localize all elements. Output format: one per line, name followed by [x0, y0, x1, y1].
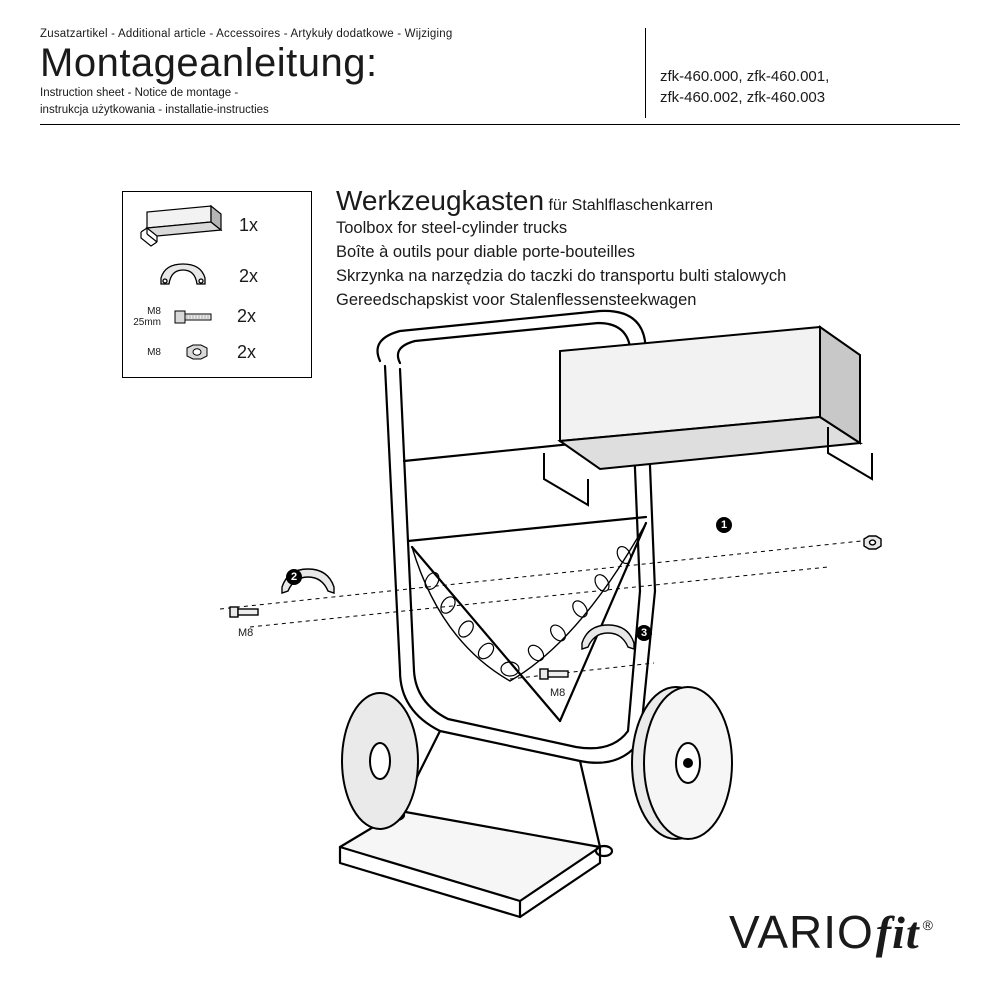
instruction-sheet: Zusatzartikel - Additional article - Acc… — [0, 0, 1000, 1000]
assembly-diagram: 1 2 3 M8 M8 — [40, 291, 960, 965]
header-supertitle: Zusatzartikel - Additional article - Acc… — [40, 28, 623, 40]
callout-1: 1 — [716, 517, 732, 533]
part-qty-1: 1x — [239, 215, 258, 236]
product-suffix: für Stahlflaschenkarren — [548, 197, 713, 214]
header-title: Montageanleitung: — [40, 42, 623, 84]
brand-part1: VARIO — [729, 905, 874, 959]
m8-label-right: M8 — [550, 687, 565, 699]
part-qty-2: 2x — [239, 266, 258, 287]
part-row-clamp: 2x — [133, 262, 301, 292]
toolbox-icon — [133, 204, 233, 248]
clamp-icon — [133, 262, 233, 292]
part-row-toolbox: 1x — [133, 204, 301, 248]
brand-logo: VARIOfit® — [729, 905, 934, 959]
code-line-2: zfk-460.002, zfk-460.003 — [660, 88, 960, 108]
bolt-label: M8 25mm — [133, 306, 161, 328]
product-line-en: Toolbox for steel-cylinder trucks — [336, 217, 940, 241]
code-line-1: zfk-460.000, zfk-460.001, — [660, 67, 960, 87]
m8-label-left: M8 — [238, 627, 253, 639]
part-qty-3: 2x — [237, 306, 256, 327]
body: Werkzeugkasten für Stahlflaschenkarren T… — [40, 135, 960, 965]
header-subtitle-2: instrukcja użytkowania - installatie-ins… — [40, 103, 623, 118]
nut-icon — [161, 342, 231, 362]
bolt-icon — [161, 307, 231, 327]
brand-part2: fit — [876, 906, 920, 959]
product-main-title: Werkzeugkasten — [336, 185, 544, 216]
header-subtitle-1: Instruction sheet - Notice de montage - — [40, 86, 623, 101]
brand-registered-icon: ® — [923, 917, 934, 933]
part-row-nut: M8 2x — [133, 342, 301, 363]
callout-2: 2 — [286, 569, 302, 585]
product-line-pl: Skrzynka na narzędzia do taczki do trans… — [336, 265, 940, 289]
product-title-row: Werkzeugkasten für Stahlflaschenkarren — [336, 185, 940, 217]
callout-3: 3 — [636, 625, 652, 641]
product-line-fr: Boîte à outils pour diable porte-bouteil… — [336, 241, 940, 265]
header-left: Zusatzartikel - Additional article - Acc… — [40, 28, 623, 118]
part-qty-4: 2x — [237, 342, 256, 363]
header: Zusatzartikel - Additional article - Acc… — [40, 28, 960, 125]
part-row-bolt: M8 25mm — [133, 306, 301, 328]
header-divider — [645, 28, 647, 118]
header-codes: zfk-460.000, zfk-460.001, zfk-460.002, z… — [660, 67, 960, 118]
parts-list-box: 1x 2x M8 25mm — [122, 191, 312, 378]
nut-label: M8 — [133, 347, 161, 358]
